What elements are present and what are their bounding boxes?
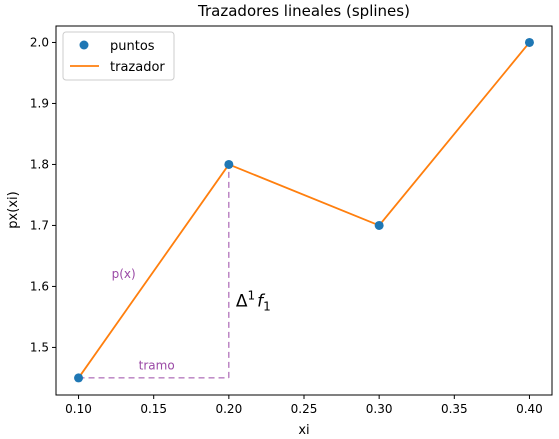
y-tick-label: 1.5: [30, 340, 49, 354]
trazador-line: [77, 41, 531, 379]
legend-label-trazador: trazador: [110, 60, 165, 75]
x-axis: 0.10 0.15 0.20 0.25 0.30 0.35 0.40: [65, 395, 543, 416]
y-axis-label: px(xi): [6, 191, 21, 228]
y-tick-label: 1.9: [30, 96, 49, 110]
x-axis-label: xi: [298, 423, 309, 438]
plot-area: [56, 26, 552, 395]
annotations: p(x) tramo Δ1 f1: [78, 164, 271, 379]
chart-title: Trazadores lineales (splines): [197, 2, 410, 20]
y-tick-label: 1.8: [30, 157, 49, 171]
x-tick-label: 0.15: [140, 402, 167, 416]
legend-marker-puntos: [79, 40, 89, 50]
data-point: [74, 373, 84, 383]
legend-label-puntos: puntos: [110, 39, 155, 54]
x-tick-label: 0.30: [366, 402, 393, 416]
tramo-annotation: tramo: [139, 359, 175, 373]
plot-frame: [55, 25, 553, 396]
legend: puntos trazador: [62, 31, 175, 81]
data-point: [524, 37, 534, 47]
y-tick-label: 1.7: [30, 218, 49, 232]
y-tick-label: 1.6: [30, 279, 49, 293]
x-tick-label: 0.25: [291, 402, 318, 416]
delta-f-annotation: Δ1 f1: [236, 289, 271, 314]
y-tick-label: 2.0: [30, 35, 49, 49]
series-trazador: [77, 41, 531, 379]
legend-box: [62, 31, 175, 81]
x-tick-label: 0.20: [215, 402, 242, 416]
y-axis: 1.5 1.6 1.7 1.8 1.9 2.0: [30, 35, 56, 354]
data-point: [374, 220, 384, 230]
x-tick-label: 0.10: [65, 402, 92, 416]
px-annotation: p(x): [112, 267, 136, 281]
data-point: [224, 159, 234, 169]
x-tick-label: 0.35: [441, 402, 468, 416]
x-tick-label: 0.40: [516, 402, 543, 416]
series-puntos: [74, 37, 534, 383]
